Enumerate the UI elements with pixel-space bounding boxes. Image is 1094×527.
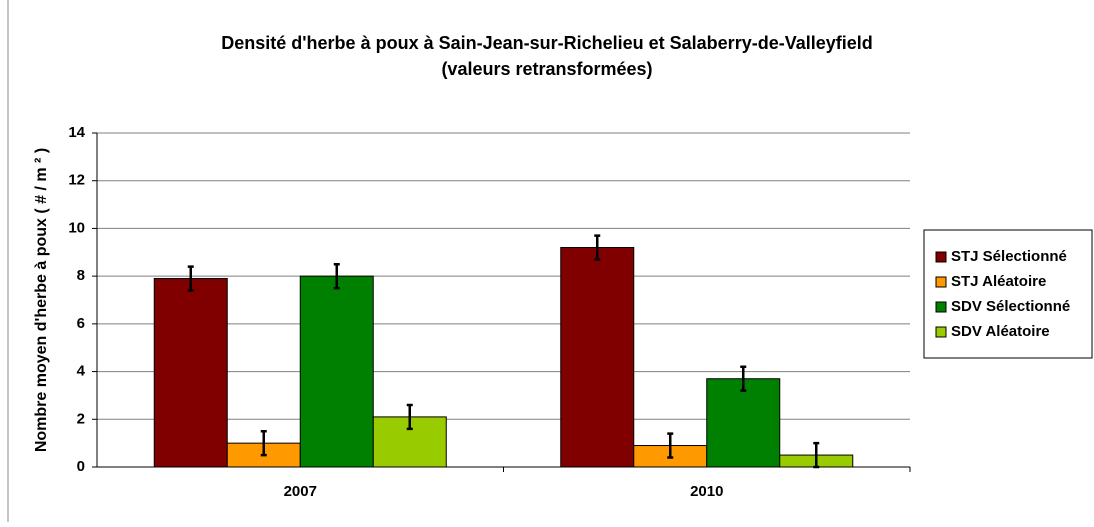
bar (706, 378, 781, 468)
legend-label: SDV Aléatoire (951, 323, 1050, 340)
y-axis-label: Nombre moyen d'herbe à poux ( # / m ² ) (33, 148, 50, 452)
bar (299, 275, 374, 468)
legend-swatch (935, 301, 947, 313)
y-tick-label: 12 (68, 172, 85, 189)
y-tick-label: 14 (68, 124, 85, 141)
error-bar (187, 265, 194, 292)
chart-subtitle: (valeurs retransformées) (441, 59, 652, 79)
error-bar (333, 262, 340, 290)
x-tick-label: 2007 (284, 483, 317, 500)
y-tick-label: 10 (68, 219, 85, 236)
y-tick-label: 8 (77, 267, 85, 284)
legend-swatch (935, 276, 947, 288)
legend-label: SDV Sélectionné (951, 298, 1070, 315)
legend-swatch (935, 326, 947, 338)
legend-label: STJ Sélectionné (951, 248, 1067, 265)
legend (923, 229, 1093, 359)
y-tick-label: 2 (77, 410, 85, 427)
chart-title: Densité d'herbe à poux à Sain-Jean-sur-R… (221, 33, 873, 53)
error-bar (667, 432, 674, 459)
x-tick-label: 2010 (690, 483, 723, 500)
error-bar (406, 403, 413, 431)
legend-label: STJ Aléatoire (951, 273, 1046, 290)
y-tick-label: 6 (77, 315, 85, 332)
error-bar (740, 365, 747, 392)
legend-swatch (935, 251, 947, 263)
bar (153, 278, 228, 468)
bar (560, 247, 635, 468)
error-bar (813, 441, 820, 469)
y-tick-label: 4 (77, 363, 86, 380)
error-bar (594, 234, 601, 261)
y-tick-label: 0 (77, 458, 85, 475)
error-bar (260, 429, 267, 457)
